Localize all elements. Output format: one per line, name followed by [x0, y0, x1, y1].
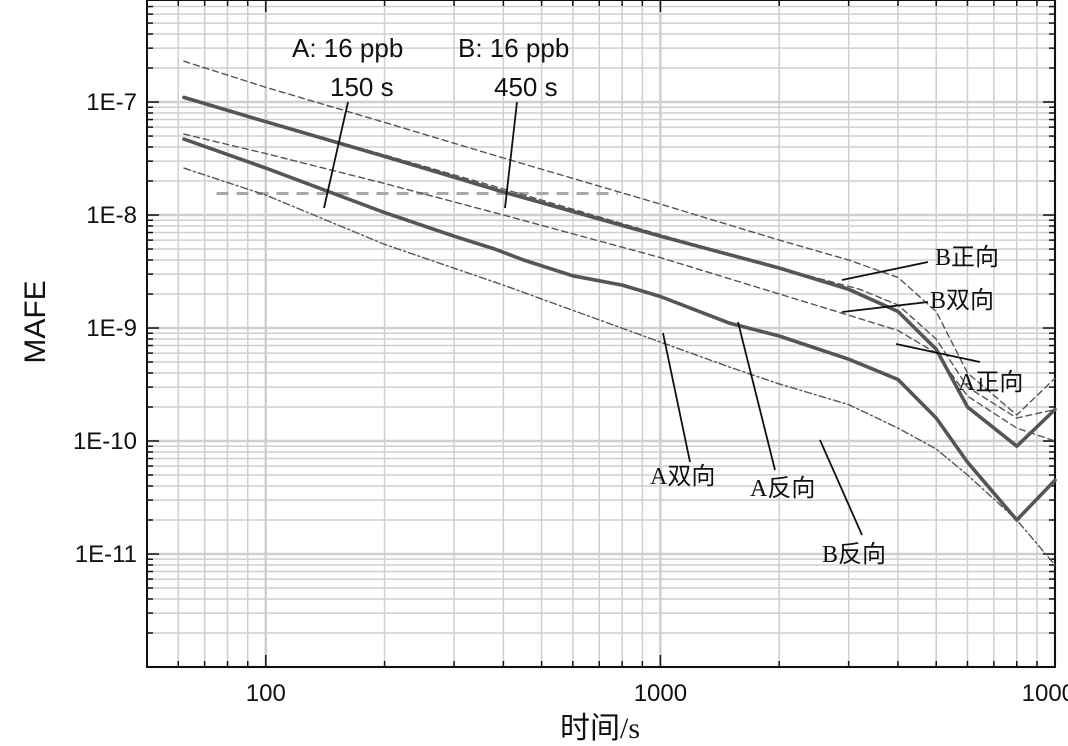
y-tick-labels: 1E-7 1E-8 1E-9 1E-10 1E-11: [73, 89, 137, 568]
x-tick-label: 100: [246, 680, 286, 707]
x-tick-label: 10000: [1022, 680, 1068, 707]
leader-b-bidirectional: [841, 301, 929, 313]
leader-a-150s: [323, 101, 349, 209]
x-tick-labels: 100 1000 10000: [246, 680, 1068, 707]
x-axis-title: 时间/s: [560, 712, 640, 745]
annotation-a-time: 150 s: [330, 72, 394, 102]
y-tick-label: 1E-10: [73, 428, 137, 455]
x-tick-label: 1000: [634, 680, 687, 707]
series-line-3: [183, 133, 1056, 442]
curve-label-6: B反向: [822, 541, 886, 568]
series-line-5: [182, 95, 1057, 449]
curve-label-2: B双向: [930, 287, 994, 314]
leader-a-forward: [895, 343, 981, 363]
leader-a-bidirectional: [662, 332, 691, 463]
curve-label-4: A双向: [650, 463, 715, 490]
curve-label-1: B正向: [935, 244, 999, 271]
curve-labels: B正向 B双向 A正向 A双向 A反向 B反向: [650, 244, 1023, 568]
series-layer: [182, 60, 1057, 566]
leader-b-forward: [841, 261, 929, 281]
y-tick-label: 1E-7: [86, 89, 137, 116]
leader-a-reverse: [737, 321, 776, 471]
series-line-6: [183, 167, 1056, 566]
leader-lines: [323, 101, 981, 536]
annotation-a-concentration: A: 16 ppb: [292, 33, 403, 63]
annotation-b-time: 450 s: [494, 72, 558, 102]
axis-ticks: [146, 0, 1056, 668]
annotation-b-concentration: B: 16 ppb: [458, 33, 569, 63]
leader-b-reverse: [819, 439, 863, 536]
y-tick-label: 1E-8: [86, 202, 137, 229]
y-axis-title: MAFE: [19, 280, 52, 363]
leader-b-450s: [504, 101, 518, 209]
curve-label-3: A正向: [958, 369, 1023, 396]
curve-label-5: A反向: [750, 475, 815, 502]
series-line-2: [183, 96, 1056, 419]
y-tick-label: 1E-9: [86, 315, 137, 342]
y-tick-label: 1E-11: [75, 541, 137, 568]
series-line-4: [182, 137, 1057, 522]
